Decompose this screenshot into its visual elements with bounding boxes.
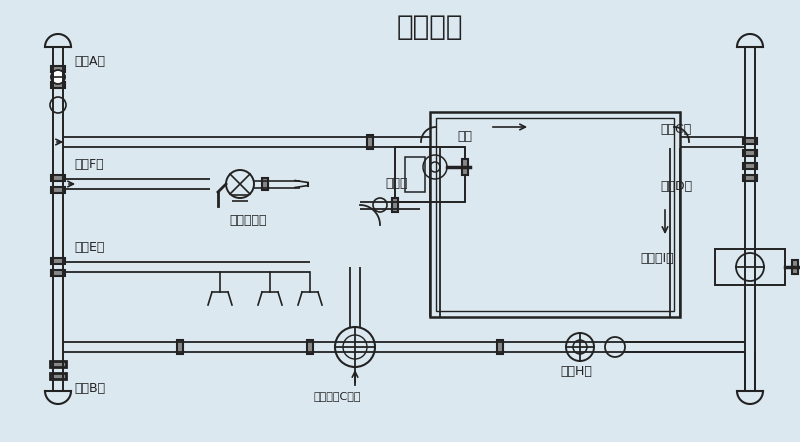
Text: 球阀C关: 球阀C关: [660, 123, 691, 136]
Text: 三通球阀C加水: 三通球阀C加水: [314, 391, 361, 401]
Bar: [51, 187, 65, 193]
Bar: [177, 340, 183, 354]
Bar: [51, 66, 65, 72]
Bar: [367, 135, 373, 149]
Bar: [743, 175, 757, 181]
Text: 水泵加水: 水泵加水: [397, 13, 463, 41]
Text: 球阀A关: 球阀A关: [74, 55, 105, 68]
Bar: [715, 249, 785, 285]
Text: 球阀H开: 球阀H开: [560, 365, 592, 378]
Bar: [462, 159, 468, 175]
Bar: [50, 373, 66, 379]
Bar: [405, 157, 425, 192]
Bar: [792, 260, 798, 274]
Bar: [743, 138, 757, 144]
Bar: [743, 163, 757, 169]
Text: 球阀D关: 球阀D关: [660, 180, 692, 193]
Text: 球阀E关: 球阀E关: [74, 241, 104, 254]
Bar: [743, 150, 757, 156]
Bar: [51, 175, 65, 181]
Bar: [51, 270, 65, 276]
Bar: [307, 340, 313, 354]
Bar: [497, 340, 503, 354]
Bar: [51, 258, 65, 264]
Text: 洒水炮出口: 洒水炮出口: [230, 214, 266, 227]
Text: 消防栓I关: 消防栓I关: [640, 252, 674, 265]
Text: 罐体口: 罐体口: [385, 177, 407, 190]
Bar: [430, 112, 680, 317]
Text: 球阀F关: 球阀F关: [74, 158, 104, 171]
Bar: [436, 118, 674, 311]
Bar: [392, 198, 398, 212]
Text: 水泵: 水泵: [458, 130, 473, 143]
Bar: [51, 82, 65, 88]
Circle shape: [51, 70, 65, 84]
Bar: [50, 361, 66, 367]
Bar: [395, 147, 465, 202]
Text: 球阀B关: 球阀B关: [74, 382, 105, 395]
Bar: [262, 178, 268, 190]
